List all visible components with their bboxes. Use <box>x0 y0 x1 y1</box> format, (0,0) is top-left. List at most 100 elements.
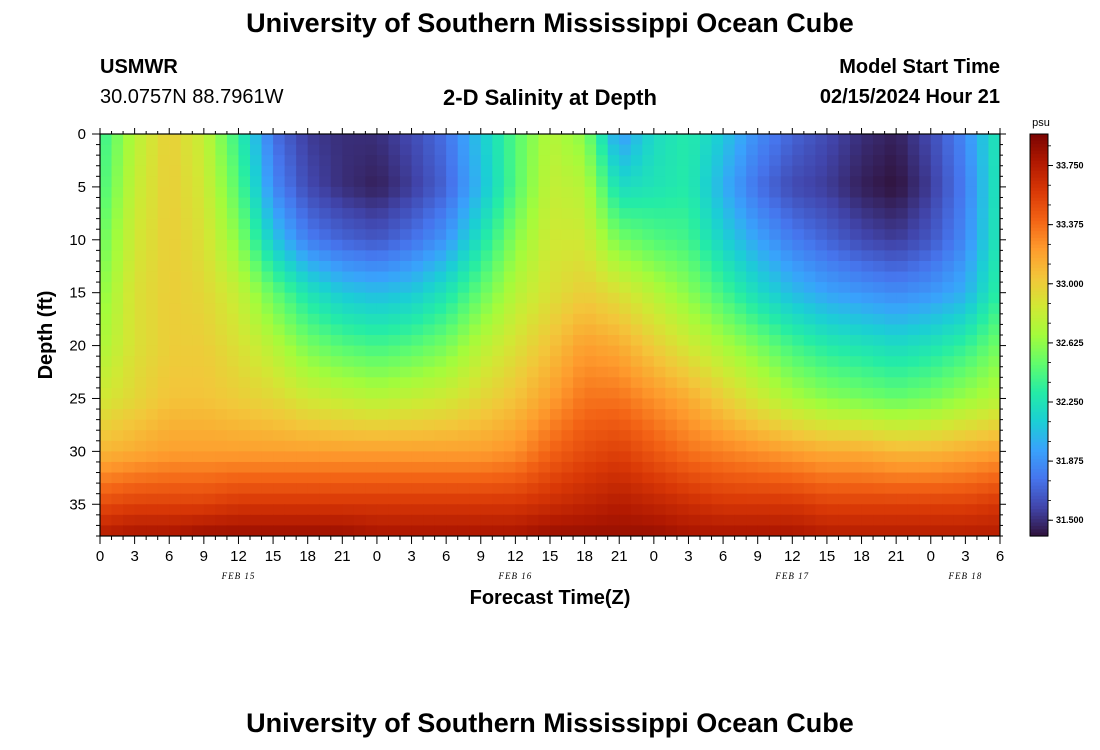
heatmap-cell <box>296 292 309 304</box>
heatmap-cell <box>273 409 286 421</box>
heatmap-cell <box>838 324 851 336</box>
heatmap-cell <box>411 229 424 241</box>
heatmap-cell <box>873 197 886 209</box>
heatmap-cell <box>469 144 482 156</box>
heatmap-cell <box>688 176 701 188</box>
heatmap-cell <box>307 356 320 368</box>
heatmap-cell <box>273 176 286 188</box>
heatmap-cell <box>434 303 447 315</box>
heatmap-cell <box>400 356 413 368</box>
heatmap-cell <box>215 483 228 495</box>
heatmap-cell <box>619 493 632 505</box>
heatmap-cell <box>953 483 966 495</box>
heatmap-cell <box>988 282 1000 294</box>
heatmap-cell <box>284 472 297 484</box>
heatmap-cell <box>111 186 124 199</box>
heatmap-cell <box>238 303 251 315</box>
heatmap-cell <box>734 239 747 251</box>
heatmap-cell <box>296 303 309 315</box>
heatmap-cell <box>596 324 609 336</box>
heatmap-cell <box>815 451 828 463</box>
heatmap-cell <box>503 504 516 516</box>
heatmap-cell <box>873 165 886 177</box>
heatmap-cell <box>515 313 528 326</box>
heatmap-cell <box>653 229 666 241</box>
heatmap-cell <box>711 451 724 463</box>
heatmap-cell <box>180 144 193 156</box>
heatmap-cell <box>850 313 863 326</box>
heatmap-cell <box>965 398 978 410</box>
heatmap-cell <box>826 440 840 452</box>
heatmap-cell <box>584 398 597 410</box>
heatmap-cell <box>284 208 297 220</box>
heatmap-cell <box>930 472 943 484</box>
heatmap-cell <box>884 493 897 505</box>
heatmap-cell <box>734 366 747 378</box>
heatmap-cell <box>815 208 828 220</box>
heatmap-cell <box>873 504 886 516</box>
heatmap-cell <box>919 398 932 410</box>
heatmap-cell <box>296 504 309 516</box>
heatmap-cell <box>896 525 909 536</box>
heatmap-cell <box>365 440 378 452</box>
heatmap-cell <box>411 483 424 495</box>
heatmap-cell <box>688 239 701 251</box>
heatmap-cell <box>365 313 378 326</box>
heatmap-cell <box>515 303 528 315</box>
heatmap-cell <box>561 208 574 220</box>
heatmap-cell <box>757 525 770 536</box>
heatmap-cell <box>884 282 897 294</box>
x-tick-label: 6 <box>719 548 727 565</box>
heatmap-cell <box>711 345 724 357</box>
heatmap-cell <box>630 461 643 474</box>
heatmap-cell <box>942 430 955 442</box>
heatmap-cell <box>607 440 620 452</box>
heatmap-cell <box>538 292 551 304</box>
heatmap-cell <box>792 366 805 378</box>
heatmap-cell <box>434 345 447 357</box>
heatmap-cell <box>976 197 990 209</box>
heatmap-cell <box>353 440 366 452</box>
heatmap-cell <box>261 461 274 474</box>
heatmap-cell <box>169 366 182 378</box>
heatmap-cell <box>930 229 943 241</box>
heatmap-cell <box>342 356 355 368</box>
heatmap-cell <box>700 186 713 199</box>
heatmap-cell <box>215 313 228 326</box>
heatmap-cell <box>111 324 124 336</box>
heatmap-cell <box>780 472 793 484</box>
heatmap-cell <box>100 356 113 368</box>
heatmap-cell <box>988 260 1000 273</box>
heatmap-cell <box>503 451 516 463</box>
heatmap-cell <box>838 345 851 357</box>
heatmap-cell <box>596 409 609 421</box>
heatmap-cell <box>619 324 632 336</box>
heatmap-cell <box>238 176 251 188</box>
heatmap-cell <box>538 356 551 368</box>
heatmap-cell <box>850 504 863 516</box>
heatmap-cell <box>861 208 874 220</box>
heatmap-cell <box>642 525 655 536</box>
heatmap-cell <box>192 292 205 304</box>
heatmap-cell <box>123 165 136 177</box>
heatmap-cell <box>169 472 182 484</box>
heatmap-cell <box>642 514 655 527</box>
heatmap-cell <box>676 303 690 315</box>
heatmap-cell <box>480 229 493 241</box>
heatmap-cell <box>630 208 643 220</box>
heatmap-cell <box>100 165 113 177</box>
heatmap-cell <box>861 504 874 516</box>
heatmap-cell <box>157 335 170 347</box>
heatmap-cell <box>515 292 528 304</box>
heatmap-cell <box>134 430 147 442</box>
heatmap-cell <box>988 409 1000 421</box>
heatmap-cell <box>457 525 470 536</box>
heatmap-cell <box>930 409 943 421</box>
heatmap-cell <box>307 250 320 262</box>
colorbar-tick-label: 32.250 <box>1056 397 1084 407</box>
heatmap-cell <box>238 144 251 156</box>
heatmap-cell <box>884 324 897 336</box>
heatmap-cell <box>342 483 355 495</box>
colorbar-segment <box>1030 395 1048 400</box>
heatmap-cell <box>734 155 747 167</box>
